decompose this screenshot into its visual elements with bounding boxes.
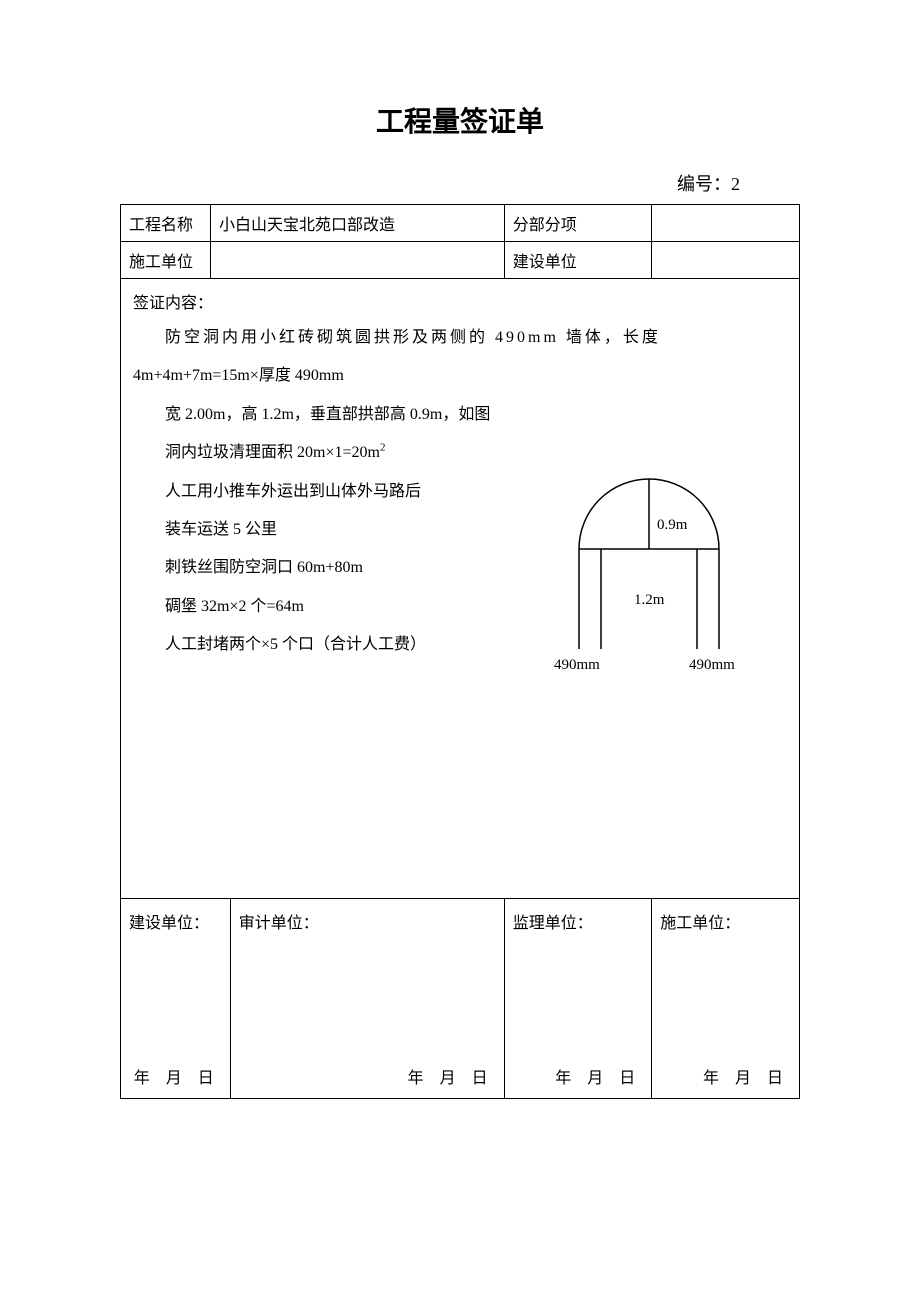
project-name-label: 工程名称: [121, 205, 211, 242]
content-para-1-cont: 4m+4m+7m=15m×厚度 490mm: [133, 357, 787, 395]
dim-mid: 1.2m: [634, 592, 665, 608]
content-row: 签证内容： 防空洞内用小红砖砌筑圆拱形及两侧的 490mm 墙体，长度 4m+4…: [121, 279, 800, 899]
doc-number-value: 2: [731, 174, 740, 194]
sig-contractor: 施工单位： 年 月 日: [652, 899, 800, 1099]
sig-supervisor-date: 年 月 日: [555, 1064, 641, 1088]
owner-label: 建设单位: [504, 242, 652, 279]
content-line-2-text: 洞内垃圾清理面积 20m×1=20m: [165, 444, 380, 461]
arch-svg: 0.9m 1.2m 490mm 490mm: [539, 439, 769, 679]
owner-value: [652, 242, 800, 279]
content-para-1: 防空洞内用小红砖砌筑圆拱形及两侧的 490mm 墙体，长度: [133, 319, 787, 357]
sig-contractor-label: 施工单位：: [660, 909, 791, 933]
contractor-value: [211, 242, 505, 279]
dim-right-foot: 490mm: [689, 657, 735, 673]
doc-number-label: 编号：: [677, 174, 731, 194]
content-heading: 签证内容：: [133, 289, 787, 313]
signature-row: 建设单位： 年 月 日 审计单位： 年 月 日 监理单位： 年 月 日 施工单位…: [121, 899, 800, 1099]
sig-owner-date: 年 月 日: [134, 1064, 220, 1088]
table-row: 施工单位 建设单位: [121, 242, 800, 279]
table-row: 工程名称 小白山天宝北苑口部改造 分部分项: [121, 205, 800, 242]
section-value: [652, 205, 800, 242]
sig-audit-date: 年 月 日: [408, 1064, 494, 1088]
section-label: 分部分项: [504, 205, 652, 242]
sig-supervisor: 监理单位： 年 月 日: [504, 899, 652, 1099]
sig-owner-label: 建设单位：: [129, 909, 222, 933]
arch-diagram: 0.9m 1.2m 490mm 490mm: [539, 439, 769, 684]
dim-top: 0.9m: [657, 517, 688, 533]
sig-audit: 审计单位： 年 月 日: [230, 899, 504, 1099]
sig-owner: 建设单位： 年 月 日: [121, 899, 231, 1099]
document-number: 编号：2: [120, 170, 800, 196]
contractor-label: 施工单位: [121, 242, 211, 279]
document-title: 工程量签证单: [120, 100, 800, 140]
content-line-2-sup: 2: [380, 442, 386, 454]
sig-audit-label: 审计单位：: [239, 909, 496, 933]
sig-contractor-date: 年 月 日: [703, 1064, 789, 1088]
dim-left-foot: 490mm: [554, 657, 600, 673]
sig-supervisor-label: 监理单位：: [513, 909, 644, 933]
content-cell: 签证内容： 防空洞内用小红砖砌筑圆拱形及两侧的 490mm 墙体，长度 4m+4…: [121, 279, 800, 899]
main-table: 工程名称 小白山天宝北苑口部改造 分部分项 施工单位 建设单位 签证内容： 防空…: [120, 204, 800, 1099]
project-name-value: 小白山天宝北苑口部改造: [211, 205, 505, 242]
content-line-1: 宽 2.00m，高 1.2m，垂直部拱部高 0.9m，如图: [133, 396, 787, 434]
